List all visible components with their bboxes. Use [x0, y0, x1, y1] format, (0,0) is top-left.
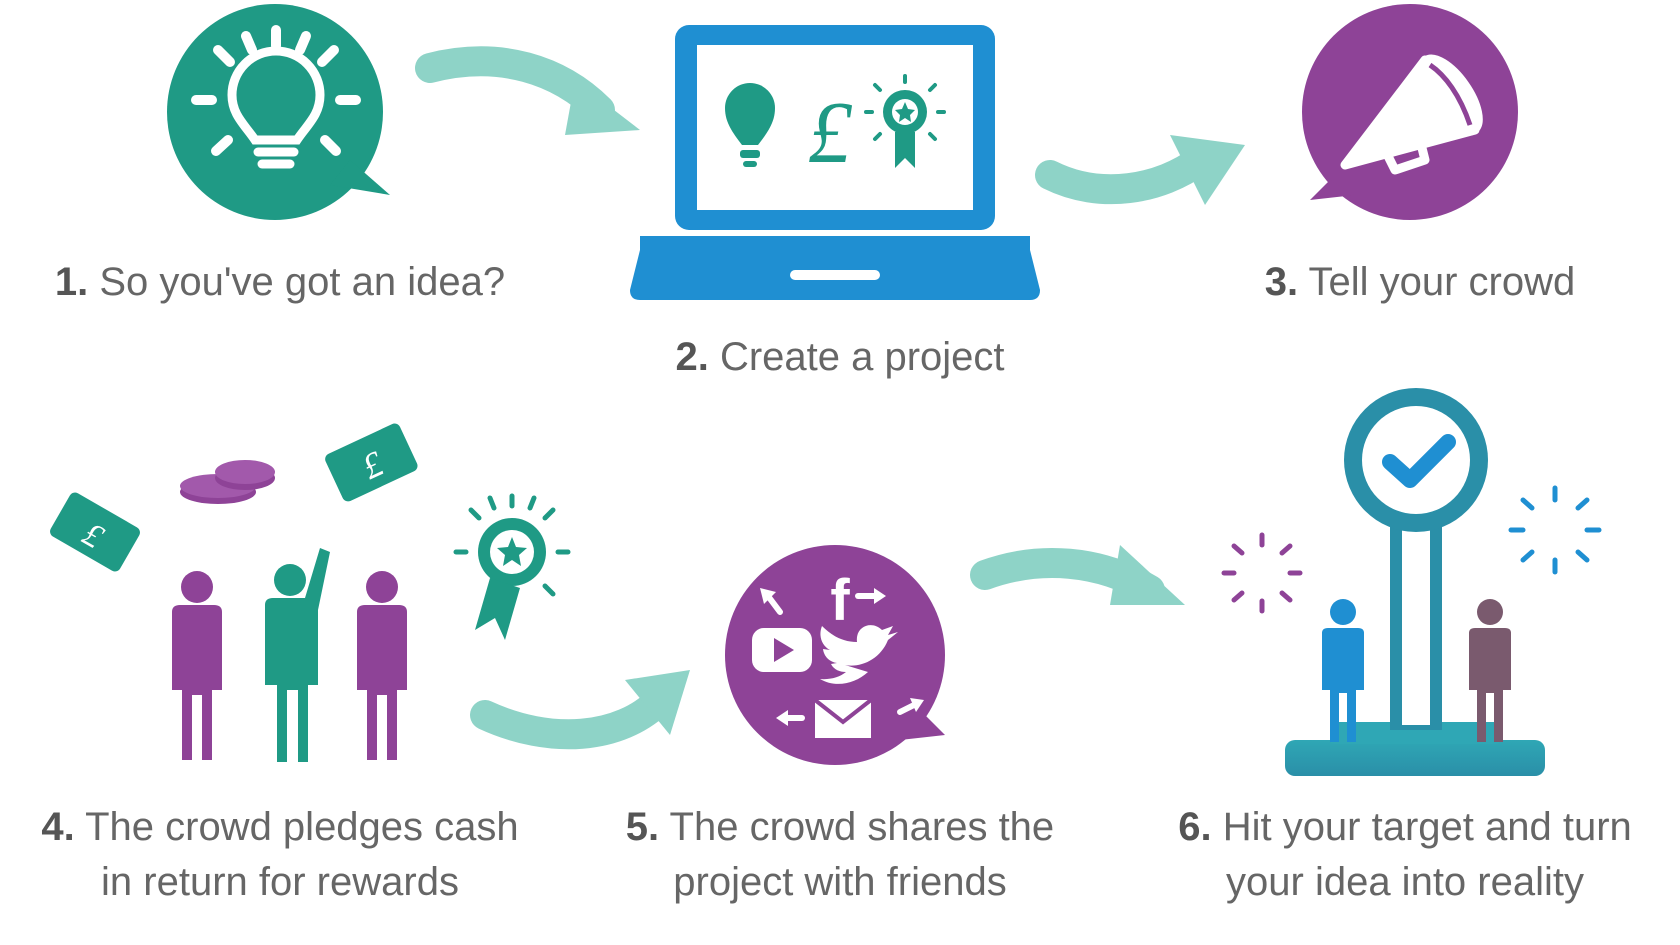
facebook-icon: f — [830, 568, 850, 633]
youtube-icon — [752, 628, 812, 672]
checkmark-icon — [1382, 434, 1456, 488]
arrow-1-to-2-icon — [415, 46, 640, 135]
step-4-text-line2: in return for rewards — [101, 860, 459, 904]
firework-right-icon — [1508, 485, 1602, 575]
person-blue-icon — [1322, 599, 1364, 742]
step-6-text-line1: Hit your target and turn — [1222, 805, 1632, 849]
share-arrows-icon — [760, 588, 924, 726]
step-4-text-line1: The crowd pledges cash — [85, 805, 519, 849]
step-3-number: 3. — [1264, 260, 1299, 304]
person-grey-purple-icon — [1469, 599, 1511, 742]
idea-bubble-icon — [167, 4, 390, 220]
arrow-2-to-3-icon — [1035, 135, 1245, 205]
step-3-text: Tell your crowd — [1308, 260, 1576, 304]
laptop-icon: £ — [630, 25, 1040, 300]
arrow-4-to-5-icon — [470, 670, 690, 750]
envelope-icon — [813, 698, 873, 738]
step-5-text-line2: project with friends — [673, 860, 1007, 904]
screen-bulb-icon — [725, 83, 775, 167]
firework-left-icon — [1221, 532, 1303, 614]
step-5-label: 5. The crowd shares the project with fri… — [600, 800, 1080, 910]
coins-icon — [180, 460, 275, 504]
screen-pound-icon: £ — [808, 85, 853, 182]
screen-rosette-icon — [864, 74, 946, 168]
arrow-5-to-6-icon — [970, 545, 1185, 605]
step-4-label: 4. The crowd pledges cash in return for … — [10, 800, 550, 910]
step-2-label: 2. Create a project — [620, 330, 1060, 385]
step-4-number: 4. — [41, 805, 75, 849]
step-3-label: 3. Tell your crowd — [1220, 255, 1620, 310]
step-2-number: 2. — [675, 335, 709, 379]
social-share-bubble-icon: f — [725, 545, 945, 765]
banknote-right-icon: £ — [325, 423, 418, 502]
twitter-icon — [820, 625, 898, 684]
banknote-left-icon: £ — [50, 492, 140, 572]
step-1-number: 1. — [54, 260, 89, 304]
step-6-text-line2: your idea into reality — [1226, 860, 1584, 904]
step-2-text: Create a project — [719, 335, 1005, 379]
person-purple-right-icon — [357, 571, 407, 760]
crowd-pledges-illustration: £ £ — [50, 423, 571, 762]
light-rays-icon — [191, 25, 361, 156]
lightbulb-icon — [227, 46, 325, 169]
target-podium-illustration — [1221, 388, 1602, 776]
person-teal-center-icon — [265, 548, 330, 762]
reward-rosette-icon — [453, 493, 571, 640]
step-5-number: 5. — [625, 805, 660, 849]
person-purple-left-icon — [172, 571, 222, 760]
step-1-text: So you've got an idea? — [99, 260, 506, 304]
megaphone-bubble-icon — [1302, 4, 1518, 220]
step-1-label: 1. So you've got an idea? — [40, 255, 520, 310]
step-6-number: 6. — [1178, 805, 1212, 849]
step-5-text-line1: The crowd shares the — [669, 805, 1055, 849]
step-6-label: 6. Hit your target and turn your idea in… — [1140, 800, 1670, 910]
megaphone-icon — [1340, 54, 1483, 175]
